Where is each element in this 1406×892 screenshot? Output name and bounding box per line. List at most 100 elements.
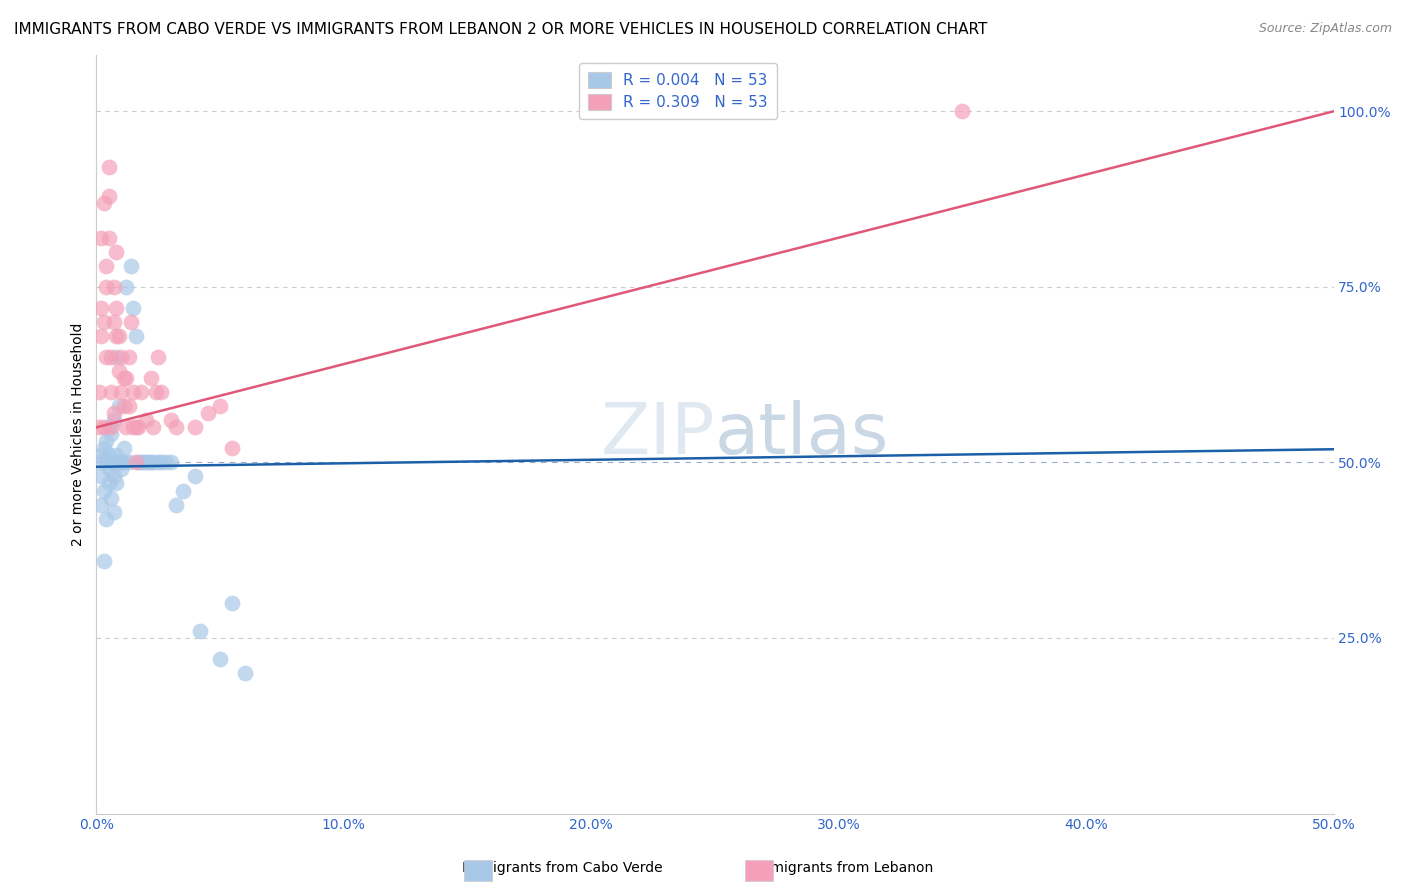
Text: Source: ZipAtlas.com: Source: ZipAtlas.com xyxy=(1258,22,1392,36)
Point xyxy=(103,406,125,420)
Text: atlas: atlas xyxy=(714,400,890,469)
Point xyxy=(125,455,148,469)
Point xyxy=(135,413,157,427)
Point xyxy=(100,455,122,469)
Point xyxy=(96,280,118,294)
Point xyxy=(136,455,159,469)
Point xyxy=(127,455,149,469)
Point xyxy=(96,259,118,273)
Point xyxy=(97,230,120,244)
Point xyxy=(233,666,256,681)
Point xyxy=(105,329,128,343)
Point xyxy=(110,455,132,469)
Point xyxy=(90,301,112,315)
Point xyxy=(139,455,162,469)
Point xyxy=(149,455,172,469)
Point xyxy=(125,420,148,434)
Point xyxy=(87,420,110,434)
Point xyxy=(132,455,155,469)
Point xyxy=(87,385,110,400)
Point xyxy=(110,462,132,476)
Point xyxy=(97,449,120,463)
Point xyxy=(100,385,122,400)
Point xyxy=(184,420,207,434)
Point xyxy=(120,315,142,329)
Point xyxy=(142,455,165,469)
Point xyxy=(107,329,129,343)
Point xyxy=(139,371,162,385)
Point xyxy=(122,420,145,434)
Text: Immigrants from Cabo Verde: Immigrants from Cabo Verde xyxy=(463,862,662,875)
Point xyxy=(115,420,138,434)
Point xyxy=(93,442,115,456)
Point xyxy=(93,483,115,498)
Text: Immigrants from Lebanon: Immigrants from Lebanon xyxy=(754,862,934,875)
Point xyxy=(93,554,115,568)
Point xyxy=(172,483,194,498)
Point xyxy=(100,491,122,505)
Point xyxy=(97,188,120,202)
Point xyxy=(115,280,138,294)
Point xyxy=(209,652,232,666)
Point xyxy=(107,364,129,378)
Point xyxy=(129,385,152,400)
Point xyxy=(135,455,157,469)
Point xyxy=(105,350,128,364)
Point xyxy=(96,511,118,525)
Point xyxy=(112,455,135,469)
Point xyxy=(149,385,172,400)
Point xyxy=(103,455,125,469)
Point xyxy=(103,280,125,294)
Point xyxy=(103,505,125,519)
Point xyxy=(93,315,115,329)
Point xyxy=(197,406,219,420)
Point xyxy=(103,469,125,483)
Point xyxy=(93,195,115,210)
Point xyxy=(129,455,152,469)
Point xyxy=(209,399,232,413)
Point xyxy=(100,427,122,442)
Text: IMMIGRANTS FROM CABO VERDE VS IMMIGRANTS FROM LEBANON 2 OR MORE VEHICLES IN HOUS: IMMIGRANTS FROM CABO VERDE VS IMMIGRANTS… xyxy=(14,22,987,37)
Point xyxy=(105,449,128,463)
Point xyxy=(221,442,243,456)
Point xyxy=(142,420,165,434)
Point xyxy=(120,259,142,273)
Point xyxy=(117,455,139,469)
Point xyxy=(148,455,170,469)
Point xyxy=(125,329,148,343)
Point xyxy=(221,596,243,610)
Point xyxy=(159,455,181,469)
Point xyxy=(90,498,112,512)
Point xyxy=(97,476,120,491)
Point xyxy=(117,350,139,364)
Point xyxy=(87,455,110,469)
Point xyxy=(105,476,128,491)
Point xyxy=(159,413,181,427)
Point xyxy=(112,442,135,456)
Point xyxy=(90,329,112,343)
Point xyxy=(165,420,187,434)
Point xyxy=(103,315,125,329)
Point xyxy=(96,350,118,364)
Point xyxy=(97,161,120,175)
Point xyxy=(112,371,135,385)
Point xyxy=(90,469,112,483)
Point xyxy=(93,420,115,434)
Point xyxy=(112,399,135,413)
Legend: R = 0.004   N = 53, R = 0.309   N = 53: R = 0.004 N = 53, R = 0.309 N = 53 xyxy=(579,62,778,120)
Point xyxy=(117,399,139,413)
Point xyxy=(165,498,187,512)
Point xyxy=(100,420,122,434)
Point xyxy=(103,413,125,427)
Point xyxy=(107,455,129,469)
Point xyxy=(107,399,129,413)
Point xyxy=(110,385,132,400)
Text: ZIP: ZIP xyxy=(600,400,714,469)
Point xyxy=(122,301,145,315)
Point xyxy=(148,350,170,364)
Point xyxy=(145,385,167,400)
Point xyxy=(127,420,149,434)
Point xyxy=(90,449,112,463)
Point xyxy=(105,301,128,315)
Point xyxy=(155,455,177,469)
